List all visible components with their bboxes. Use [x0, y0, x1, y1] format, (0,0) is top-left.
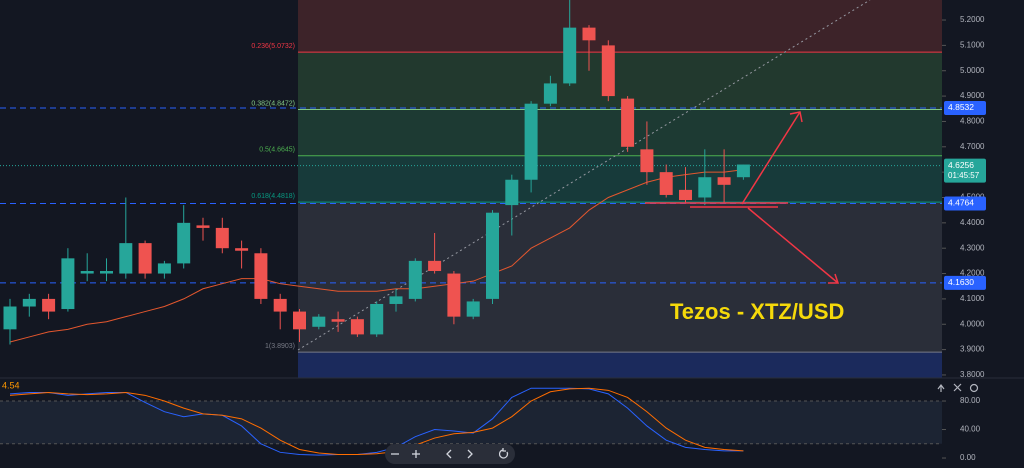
candle-body	[3, 306, 17, 330]
price-tag	[944, 275, 986, 290]
stoch-line	[9, 387, 744, 456]
candle-body	[42, 298, 56, 312]
fib-label: 0.382(4.8472)	[251, 100, 295, 107]
y-tick-label: 4.0000	[960, 319, 985, 328]
fib-label: 0.618(4.4818)	[251, 193, 295, 200]
candle-body	[100, 271, 113, 274]
candle-body	[524, 103, 538, 180]
candle-body	[621, 98, 635, 147]
price-tag-label: 4.1630	[948, 277, 974, 287]
y-tick-label: 4.3000	[960, 243, 985, 252]
fib-zone	[298, 52, 942, 110]
candle-body	[679, 189, 692, 201]
price-tag-label: 4.6256	[948, 160, 974, 170]
annotation-arrows	[645, 111, 840, 284]
candle-body	[370, 303, 384, 335]
candle-body	[312, 316, 326, 327]
candle-body	[640, 149, 654, 173]
fib-label: 1(3.8903)	[265, 343, 295, 350]
candle-body	[543, 83, 557, 104]
fib-zones: 0.236(5.0732) 0.382(4.8472) 0.5(4.6645) 0.6…	[251, 0, 942, 378]
candle-body	[582, 27, 596, 41]
fib-zone	[298, 155, 942, 203]
candle-body	[254, 253, 268, 299]
moving-average	[9, 169, 744, 343]
candle-body	[215, 227, 229, 249]
candle-body	[22, 298, 36, 307]
fib-zone	[298, 352, 942, 378]
price-tag-label: 4.8532	[948, 102, 974, 112]
y-tick-label: 4.4000	[960, 218, 985, 227]
candle-body	[331, 319, 345, 322]
candle-body	[273, 298, 287, 312]
y-tick-label: 5.1000	[960, 40, 985, 49]
candle-body	[466, 301, 480, 317]
plot	[0, 0, 942, 456]
axis-labels: 3.8000 3.9000 4.0000 4.1000 4.2000 4.3000 4.40…	[942, 15, 986, 462]
y-tick-label: 3.9000	[960, 345, 985, 354]
countdown: 01:45:57	[948, 171, 980, 180]
price-tag	[944, 100, 986, 115]
candle-body	[736, 164, 750, 178]
y-tick-label: 3.8000	[960, 370, 985, 379]
candle-body	[80, 271, 94, 274]
price-tag	[944, 158, 986, 183]
candle-body	[235, 248, 249, 251]
candle-body	[717, 177, 731, 185]
candle-body	[698, 177, 712, 198]
candle-body	[157, 263, 171, 274]
fib-zone	[298, 109, 942, 156]
candle-body	[196, 225, 210, 228]
indicator-value: 4.54	[2, 380, 20, 390]
candle-body	[119, 243, 133, 274]
candle-body	[659, 172, 673, 195]
trend-line	[297, 0, 871, 351]
candle-body	[601, 45, 615, 97]
y-tick-label: 0.00	[960, 453, 976, 462]
y-tick-label: 4.9000	[960, 91, 985, 100]
y-tick-label: 4.2000	[960, 269, 985, 278]
y-tick-label: 40.00	[960, 425, 981, 434]
stoch-line	[9, 387, 744, 455]
candle-body	[61, 258, 75, 310]
candle-body	[428, 260, 442, 272]
candle-body	[486, 212, 499, 299]
y-tick-label: 4.7000	[960, 142, 985, 151]
pane-controls[interactable]	[937, 383, 979, 393]
candle-body	[138, 243, 152, 274]
chart-title: Tezos - XTZ/USD	[670, 299, 844, 324]
stoch-band	[0, 401, 942, 444]
zoom-controls[interactable]	[385, 444, 515, 464]
fib-label: 0.5(4.6645)	[259, 147, 295, 154]
fib-zone	[298, 202, 942, 353]
candle-body	[505, 179, 519, 206]
candle-body	[293, 311, 306, 330]
candle-body	[408, 260, 422, 299]
y-tick-label: 5.2000	[960, 15, 985, 24]
y-tick-label: 80.00	[960, 396, 981, 405]
y-tick-label: 4.1000	[960, 294, 985, 303]
candle-body	[350, 319, 364, 335]
price-tag-label: 4.4764	[948, 198, 974, 208]
y-tick-label: 5.0000	[960, 66, 985, 75]
fib-zone	[298, 0, 942, 53]
fib-label: 0.236(5.0732)	[251, 43, 295, 50]
candle-body	[447, 273, 461, 317]
candle-body	[563, 27, 577, 84]
candle-body	[389, 296, 403, 304]
candle-body	[177, 222, 191, 264]
y-tick-label: 4.8000	[960, 117, 985, 126]
price-tag	[944, 196, 986, 211]
